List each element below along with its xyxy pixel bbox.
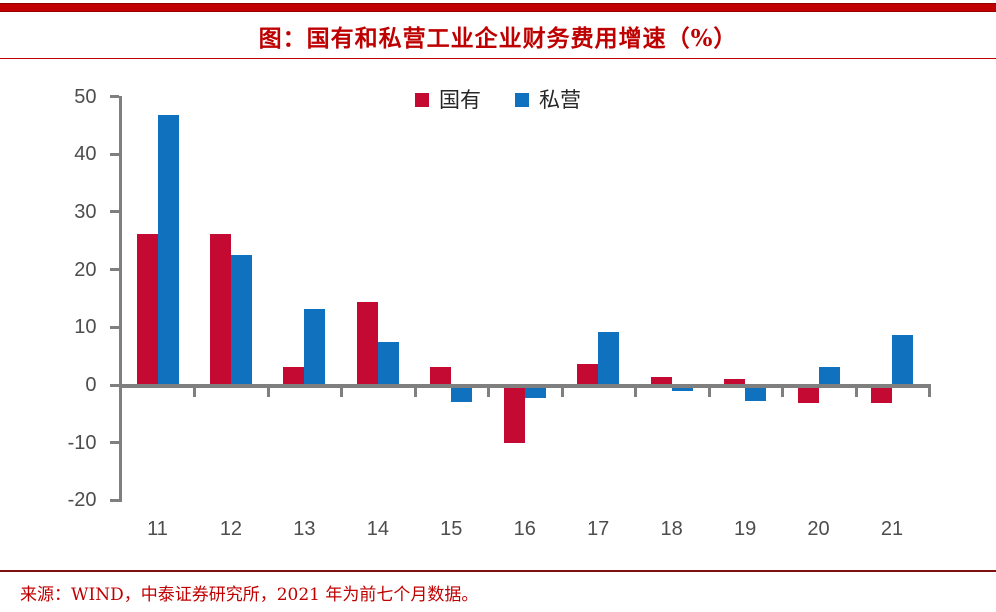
legend-label: 国有 [439, 88, 481, 112]
x-tick-label: 11 [147, 518, 168, 540]
x-tick [854, 388, 858, 397]
legend-swatch-icon [415, 93, 429, 107]
x-tick [340, 388, 344, 397]
y-tick [110, 383, 119, 387]
y-tick-label: 0 [85, 374, 97, 396]
x-tick-label: 14 [366, 518, 389, 540]
bar-国有-13 [283, 366, 305, 385]
top-accent-bar [0, 3, 996, 12]
y-tick-label: -10 [67, 431, 97, 454]
bar-私营-12 [230, 254, 252, 385]
y-tick [110, 210, 119, 214]
title-divider [0, 58, 996, 59]
y-tick [110, 498, 119, 502]
x-tick [781, 388, 785, 397]
x-tick [707, 388, 711, 397]
legend-item-私营: 私营 [515, 89, 581, 111]
bar-私营-16 [524, 385, 546, 399]
y-tick [110, 441, 119, 445]
x-tick-label: 18 [660, 518, 683, 540]
x-tick [634, 388, 638, 397]
y-tick [110, 325, 119, 329]
bar-私营-13 [304, 308, 326, 385]
x-tick [927, 388, 931, 397]
bar-国有-16 [503, 385, 525, 443]
bar-私营-19 [745, 385, 767, 402]
x-tick [266, 388, 270, 397]
x-tick [193, 388, 197, 397]
x-tick-label: 17 [587, 518, 610, 540]
x-axis [119, 384, 931, 388]
y-tick-label: 10 [74, 316, 97, 339]
bar-国有-12 [209, 234, 231, 385]
legend-label: 私营 [539, 88, 581, 112]
y-tick-label: 30 [74, 200, 97, 223]
bar-私营-17 [598, 332, 620, 385]
y-tick-label: 20 [74, 258, 97, 281]
chart-title: 图：国有和私营工业企业财务费用增速（%） [258, 25, 738, 52]
x-tick-label: 15 [440, 518, 463, 540]
bottom-divider [0, 570, 996, 572]
bar-私营-14 [377, 342, 399, 385]
bar-国有-15 [430, 366, 452, 385]
y-tick [110, 152, 119, 156]
bar-国有-18 [650, 377, 672, 385]
chart-legend: 国有 私营 [0, 88, 996, 112]
y-tick [110, 95, 119, 98]
y-tick [110, 268, 119, 272]
bar-私营-21 [892, 335, 913, 385]
x-tick-label: 12 [219, 518, 243, 540]
bar-国有-17 [577, 364, 599, 385]
bar-国有-19 [724, 379, 746, 385]
legend-item-国有: 国有 [415, 89, 481, 111]
y-axis [119, 96, 122, 503]
x-tick-label: 20 [807, 518, 830, 540]
bar-私营-11 [157, 114, 179, 385]
bar-国有-21 [871, 385, 892, 403]
y-tick-label: 50 [74, 85, 97, 108]
x-tick-label: 21 [880, 518, 904, 540]
bar-国有-14 [356, 302, 378, 385]
x-tick [560, 388, 564, 397]
x-tick [487, 388, 491, 397]
bar-国有-20 [797, 385, 819, 404]
x-tick-label: 13 [293, 518, 316, 540]
x-tick [413, 388, 417, 397]
y-tick-label: -20 [67, 489, 97, 512]
source-note: 来源：WIND，中泰证券研究所，2021 年为前七个月数据。 [20, 585, 479, 605]
x-tick-label: 16 [513, 518, 536, 540]
x-tick-label: 19 [733, 518, 757, 540]
y-tick-label: 40 [74, 143, 97, 166]
bar-国有-11 [136, 234, 158, 385]
bar-私营-20 [818, 366, 840, 385]
bar-私营-15 [451, 385, 473, 402]
legend-swatch-icon [515, 93, 529, 107]
